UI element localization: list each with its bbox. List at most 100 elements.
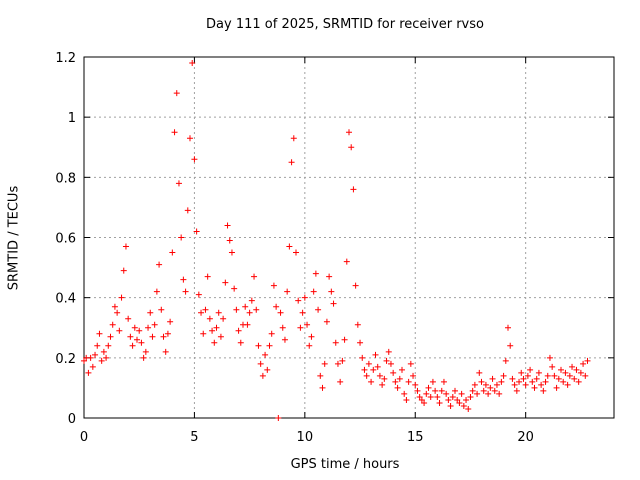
data-point <box>122 243 129 250</box>
data-point <box>237 339 244 346</box>
data-point <box>357 339 364 346</box>
data-point <box>125 315 132 322</box>
data-point <box>432 387 439 394</box>
data-point <box>440 378 447 385</box>
data-point <box>189 60 196 67</box>
data-point <box>493 381 500 388</box>
data-point <box>92 351 99 358</box>
data-point <box>418 396 425 403</box>
chart-title: Day 111 of 2025, SRMTID for receiver rvs… <box>206 17 484 32</box>
data-point <box>460 402 467 409</box>
data-point <box>346 129 352 136</box>
data-point <box>500 372 507 379</box>
data-point <box>390 369 397 376</box>
x-tick-label: 20 <box>517 430 534 445</box>
data-point <box>206 315 213 322</box>
data-point <box>511 381 518 388</box>
data-point <box>372 351 379 358</box>
data-point <box>341 336 348 343</box>
data-point <box>149 333 156 340</box>
data-point <box>231 285 238 292</box>
data-point <box>178 234 185 241</box>
data-point <box>425 384 432 391</box>
data-point <box>365 360 372 367</box>
data-point <box>315 306 322 313</box>
data-point <box>111 303 118 310</box>
data-point <box>350 186 357 193</box>
data-point <box>222 279 229 286</box>
data-point <box>277 309 284 316</box>
data-point <box>456 399 463 406</box>
data-point <box>299 309 306 316</box>
data-point <box>403 396 410 403</box>
data-point <box>81 357 87 364</box>
data-point <box>153 288 160 295</box>
data-point <box>180 276 187 283</box>
data-point <box>204 273 211 280</box>
data-point <box>114 309 121 316</box>
data-point <box>217 333 224 340</box>
data-point <box>281 336 288 343</box>
data-point <box>87 354 94 361</box>
data-point <box>211 339 218 346</box>
data-point <box>293 249 299 256</box>
data-point <box>255 342 262 349</box>
data-point <box>182 288 189 295</box>
data-point <box>469 387 476 394</box>
data-point <box>549 363 556 370</box>
data-point <box>162 348 169 355</box>
data-point <box>476 369 483 376</box>
data-point <box>195 291 202 298</box>
data-point <box>582 372 589 379</box>
data-point <box>566 372 573 379</box>
data-point <box>363 372 370 379</box>
data-point <box>438 387 445 394</box>
data-point <box>259 372 266 379</box>
data-point <box>540 387 547 394</box>
data-point <box>290 135 297 142</box>
data-point <box>564 381 571 388</box>
data-point <box>467 393 474 400</box>
data-point <box>383 357 390 364</box>
data-point <box>374 363 381 370</box>
data-point <box>107 333 114 340</box>
data-point <box>262 351 269 358</box>
data-point <box>98 357 105 364</box>
data-point <box>140 354 147 361</box>
data-point <box>193 228 200 235</box>
data-point <box>213 324 220 331</box>
data-point <box>412 381 419 388</box>
data-point <box>334 360 341 367</box>
data-point <box>89 363 96 370</box>
data-point <box>310 288 317 295</box>
data-point <box>498 378 505 385</box>
data-point <box>266 342 273 349</box>
data-point <box>233 306 240 313</box>
data-point <box>242 303 249 310</box>
data-point <box>198 309 205 316</box>
data-point <box>295 297 302 304</box>
data-point <box>562 369 569 376</box>
data-point <box>330 300 337 307</box>
data-point <box>575 378 582 385</box>
y-tick-label: 0.8 <box>55 171 76 186</box>
data-point <box>421 399 428 406</box>
data-point <box>452 387 458 394</box>
data-point <box>558 366 564 373</box>
data-point <box>288 159 295 166</box>
data-point <box>85 369 92 376</box>
data-point <box>487 384 494 391</box>
data-point <box>489 375 496 382</box>
data-point <box>370 366 377 373</box>
data-point <box>436 399 443 406</box>
data-point <box>120 267 127 274</box>
data-point <box>306 342 313 349</box>
data-point <box>396 375 403 382</box>
data-point <box>502 357 509 364</box>
data-point <box>275 415 282 421</box>
data-point <box>516 378 523 385</box>
data-point <box>584 357 591 364</box>
data-point <box>555 375 562 382</box>
data-point <box>447 402 454 409</box>
y-tick-label: 0.6 <box>55 232 76 247</box>
